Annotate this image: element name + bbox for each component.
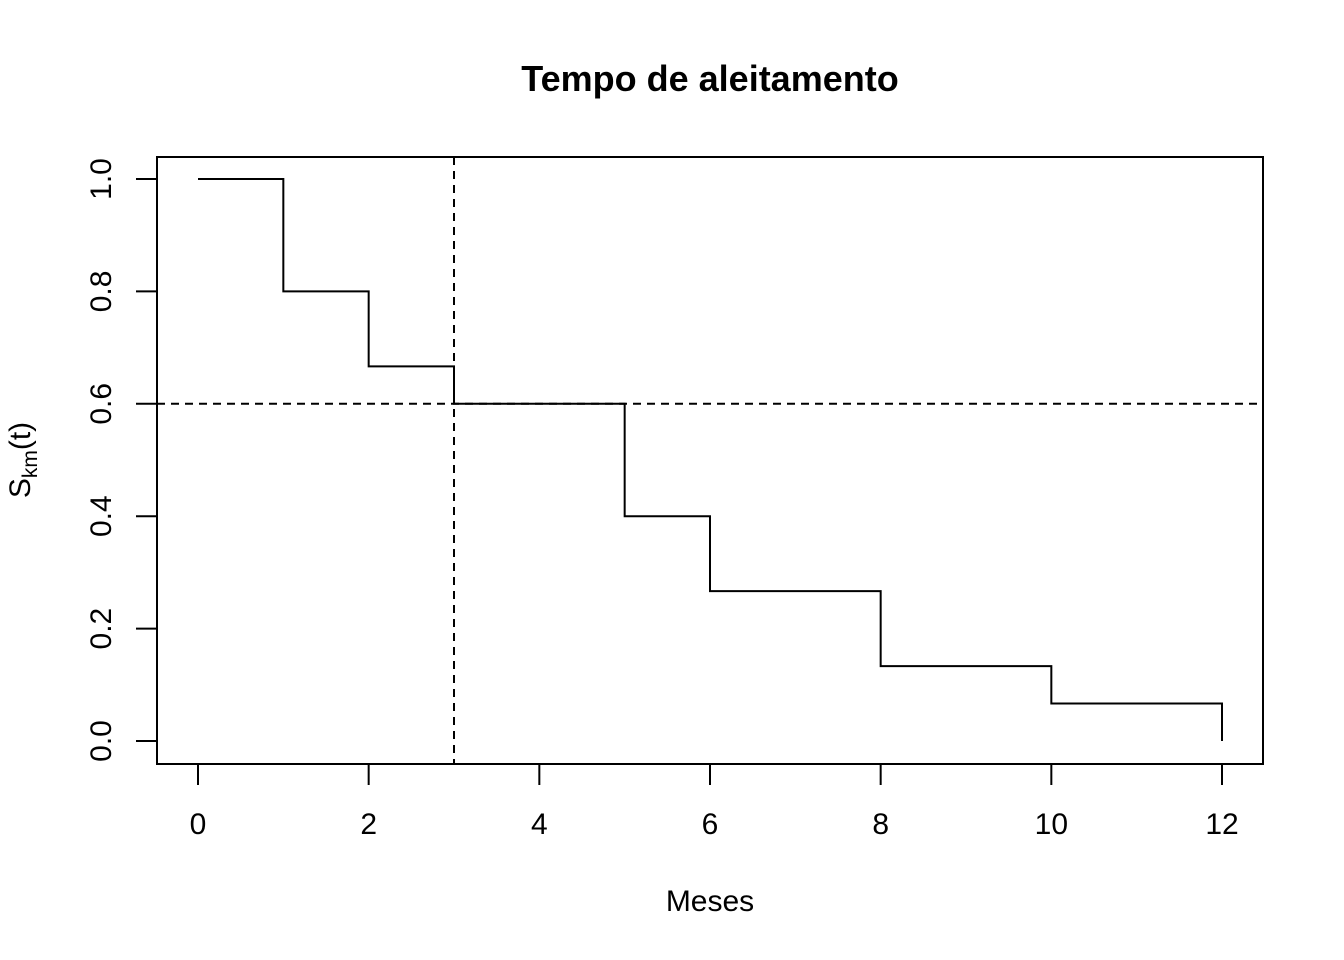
y-tick-label: 0.6: [85, 383, 118, 425]
x-axis: 0 2 4 6 8 10 12: [190, 763, 1239, 841]
x-tick-label: 4: [531, 808, 548, 841]
y-tick-label: 0.2: [85, 608, 118, 650]
series-layer: [198, 178, 1223, 741]
x-tick-label: 2: [360, 808, 377, 841]
x-tick-label: 8: [872, 808, 889, 841]
y-axis-label-subscript: km: [19, 450, 42, 478]
y-axis-label: Skm(t): [4, 422, 42, 498]
y-axis: 0.0 0.2 0.4 0.6 0.8 1.0: [85, 158, 158, 762]
x-tick-label: 12: [1205, 808, 1238, 841]
y-tick-label: 0.8: [85, 271, 118, 313]
y-tick-label: 0.4: [85, 495, 118, 537]
y-tick-label: 1.0: [85, 158, 118, 200]
survival-step-curve: [198, 178, 1223, 741]
y-axis-label-hat: ^: [0, 486, 17, 500]
y-tick-label: 0.0: [85, 720, 118, 762]
x-tick-label: 10: [1035, 808, 1068, 841]
y-axis-label-base: S: [4, 478, 37, 498]
y-axis-label-suffix: (t): [4, 422, 37, 450]
x-tick-label: 6: [702, 808, 719, 841]
reference-lines: [157, 157, 1263, 764]
plot-frame: [156, 156, 1264, 765]
x-tick-label: 0: [190, 808, 207, 841]
x-axis-label: Meses: [666, 885, 754, 918]
chart-title: Tempo de aleitamento: [521, 58, 898, 99]
